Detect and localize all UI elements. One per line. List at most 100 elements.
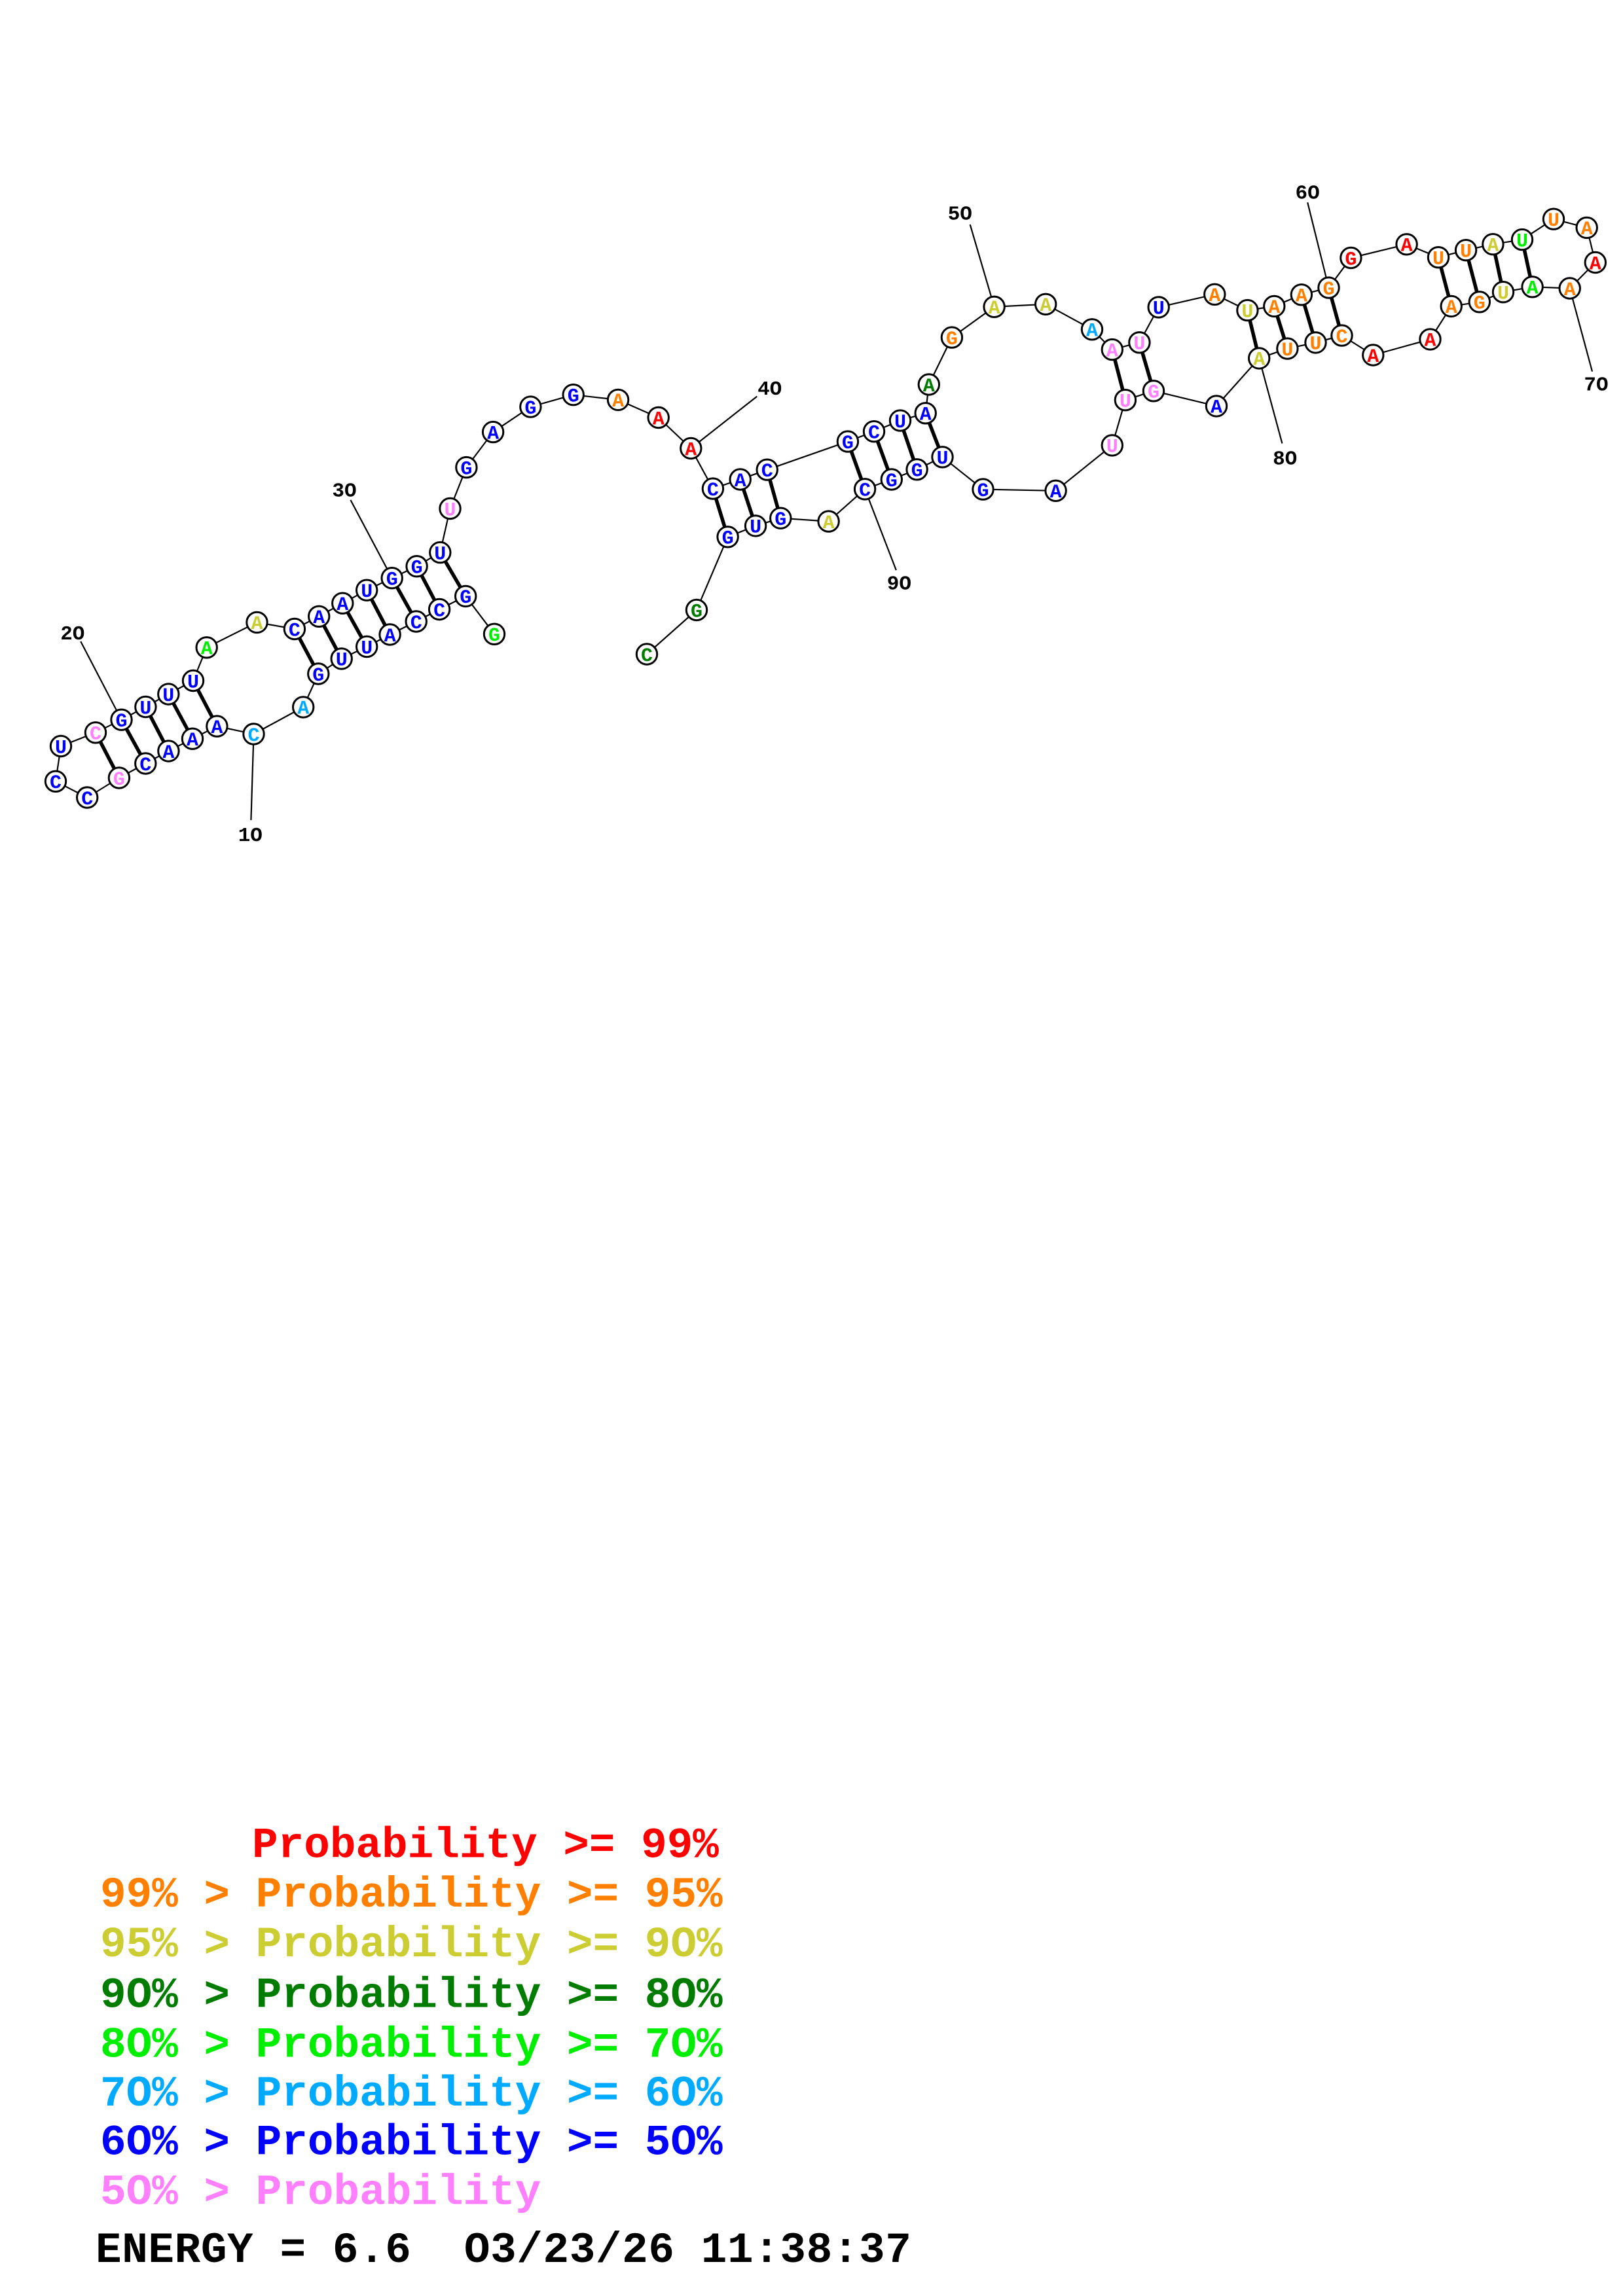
svg-text:U: U: [1548, 210, 1559, 232]
svg-text:U: U: [55, 737, 67, 759]
svg-text:3O: 3O: [332, 480, 356, 503]
svg-text:U: U: [936, 448, 948, 471]
svg-text:A: A: [1446, 297, 1457, 319]
svg-text:C: C: [868, 423, 880, 445]
svg-text:G: G: [691, 601, 702, 623]
svg-text:C: C: [1336, 327, 1347, 349]
svg-text:A: A: [685, 439, 697, 461]
svg-text:A: A: [1590, 253, 1601, 276]
svg-text:9O: 9O: [887, 573, 911, 596]
svg-text:A: A: [1564, 279, 1576, 302]
svg-text:A: A: [201, 639, 213, 661]
svg-text:8O: 8O: [1273, 448, 1297, 471]
svg-text:Probability >= 99%: Probability >= 99%: [252, 1821, 719, 1870]
svg-text:C: C: [433, 600, 445, 622]
svg-text:U: U: [1432, 249, 1444, 271]
svg-text:G: G: [488, 625, 500, 647]
svg-text:G: G: [524, 398, 536, 420]
svg-text:G: G: [1322, 279, 1334, 301]
svg-text:7O: 7O: [1584, 374, 1608, 397]
svg-text:G: G: [568, 386, 579, 408]
svg-text:A: A: [1581, 219, 1593, 241]
svg-text:U: U: [1153, 298, 1165, 321]
svg-text:U: U: [1516, 230, 1528, 253]
svg-text:U: U: [361, 581, 373, 603]
svg-text:7O% > Probability >= 6O%: 7O% > Probability >= 6O%: [100, 2070, 723, 2119]
svg-text:U: U: [1281, 340, 1293, 362]
svg-text:C: C: [641, 645, 653, 668]
svg-text:A: A: [187, 730, 198, 752]
svg-text:A: A: [337, 594, 348, 617]
svg-text:U: U: [1497, 283, 1509, 306]
svg-text:A: A: [1367, 346, 1379, 368]
svg-text:U: U: [1120, 391, 1131, 414]
svg-text:A: A: [1040, 295, 1051, 317]
svg-text:C: C: [139, 755, 151, 777]
svg-text:4O: 4O: [757, 378, 782, 401]
svg-text:U: U: [750, 517, 761, 539]
svg-text:A: A: [251, 613, 263, 636]
svg-text:99% > Probability >= 95%: 99% > Probability >= 95%: [100, 1871, 723, 1920]
svg-text:U: U: [1106, 437, 1118, 459]
svg-text:A: A: [162, 742, 174, 764]
svg-text:U: U: [139, 698, 151, 720]
svg-text:A: A: [384, 626, 396, 648]
svg-text:A: A: [1296, 286, 1307, 308]
svg-text:C: C: [90, 724, 101, 746]
svg-text:A: A: [1086, 321, 1098, 343]
svg-text:G: G: [312, 665, 324, 687]
svg-text:G: G: [411, 558, 423, 580]
svg-text:A: A: [920, 404, 932, 427]
svg-text:G: G: [1474, 293, 1486, 315]
svg-text:6O% > Probability >= 5O%: 6O% > Probability >= 5O%: [100, 2118, 723, 2167]
svg-text:A: A: [1106, 340, 1118, 363]
svg-text:U: U: [1133, 334, 1145, 356]
svg-text:A: A: [1268, 297, 1280, 319]
svg-text:U: U: [1460, 242, 1472, 264]
svg-text:A: A: [1527, 278, 1539, 300]
svg-text:U: U: [1241, 301, 1253, 323]
svg-text:A: A: [1253, 350, 1265, 372]
svg-text:U: U: [336, 650, 348, 672]
svg-text:U: U: [361, 637, 373, 660]
svg-text:G: G: [460, 458, 472, 480]
svg-text:G: G: [946, 329, 958, 351]
svg-text:5O: 5O: [948, 203, 972, 226]
svg-text:A: A: [487, 423, 499, 445]
svg-text:C: C: [289, 620, 301, 642]
svg-text:G: G: [1148, 382, 1159, 404]
svg-text:G: G: [977, 480, 989, 503]
svg-text:6O: 6O: [1295, 183, 1319, 206]
svg-text:C: C: [707, 480, 719, 502]
svg-text:U: U: [1309, 334, 1321, 356]
svg-text:C: C: [761, 461, 773, 483]
svg-text:C: C: [410, 613, 422, 635]
svg-text:G: G: [113, 769, 125, 791]
svg-text:A: A: [1487, 236, 1499, 258]
svg-text:5O% > Probability: 5O% > Probability: [100, 2168, 541, 2217]
svg-text:A: A: [313, 607, 325, 630]
svg-text:8O% > Probability >= 7O%: 8O% > Probability >= 7O%: [100, 2020, 723, 2070]
svg-text:C: C: [247, 725, 259, 747]
svg-text:G: G: [386, 569, 398, 592]
svg-text:A: A: [211, 717, 223, 740]
svg-text:ENERGY = 6.6 O3/23/26 11:38:3: ENERGY = 6.6 O3/23/26 11:38:37: [96, 2226, 911, 2275]
svg-text:U: U: [434, 543, 446, 565]
svg-text:A: A: [823, 512, 835, 535]
svg-text:C: C: [859, 480, 871, 503]
svg-text:A: A: [653, 408, 665, 431]
svg-text:A: A: [1401, 236, 1413, 258]
svg-text:G: G: [911, 461, 923, 483]
svg-text:G: G: [886, 471, 898, 493]
svg-text:A: A: [297, 698, 309, 721]
svg-text:G: G: [722, 528, 734, 550]
svg-text:2O: 2O: [60, 623, 84, 646]
svg-text:A: A: [923, 376, 935, 398]
svg-text:U: U: [162, 685, 174, 708]
svg-text:A: A: [1424, 331, 1436, 353]
svg-text:G: G: [775, 509, 786, 531]
svg-text:U: U: [187, 672, 199, 694]
svg-text:U: U: [444, 499, 456, 522]
svg-text:1O: 1O: [238, 825, 263, 848]
svg-text:9O% > Probability >= 8O%: 9O% > Probability >= 8O%: [100, 1971, 723, 2020]
